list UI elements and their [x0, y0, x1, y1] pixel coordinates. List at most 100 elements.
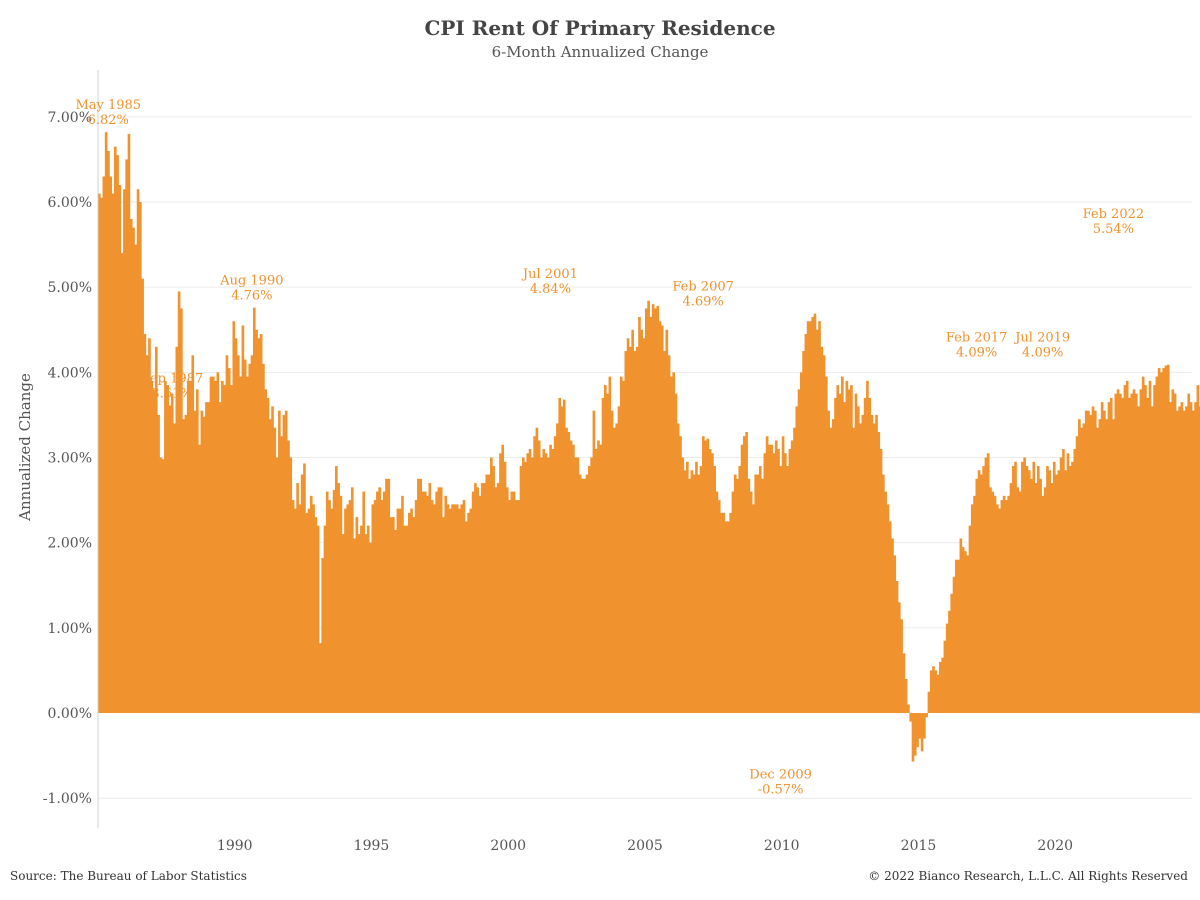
- bar: [733, 474, 737, 714]
- bar: [284, 410, 288, 714]
- bar: [872, 423, 876, 714]
- bar: [1043, 487, 1047, 714]
- bar: [419, 478, 422, 714]
- bar: [116, 155, 119, 714]
- bar: [629, 346, 632, 714]
- bar: [111, 193, 115, 714]
- bar: [307, 508, 311, 714]
- bar: [512, 491, 516, 714]
- bar: [230, 385, 233, 714]
- annotation-date: Jul 2001: [521, 267, 578, 282]
- bar: [806, 321, 810, 714]
- bar: [544, 453, 548, 714]
- bar: [909, 713, 913, 722]
- bar: [209, 376, 213, 714]
- bar: [765, 436, 769, 714]
- bar: [392, 517, 395, 714]
- bar: [900, 619, 903, 714]
- bar: [1123, 385, 1127, 714]
- bar: [394, 529, 397, 714]
- x-tick-label: 2005: [627, 838, 663, 854]
- bar: [897, 602, 901, 714]
- bar: [255, 329, 258, 714]
- bar: [688, 478, 691, 714]
- bar: [189, 380, 192, 714]
- bar: [257, 338, 261, 714]
- bar: [177, 291, 181, 714]
- bar: [970, 504, 974, 714]
- bar: [998, 508, 1001, 714]
- bar: [797, 389, 801, 714]
- bar: [820, 346, 824, 714]
- bar: [645, 308, 648, 714]
- bar: [1071, 461, 1074, 714]
- bar: [376, 491, 379, 714]
- bar: [770, 444, 773, 714]
- bar: [1185, 406, 1188, 714]
- bar: [467, 512, 470, 714]
- axes: 7.00% 6.00% 5.00% 4.00% 3.00% 2.00% 1.00% 0.00%…: [43, 70, 1200, 854]
- bar: [382, 491, 386, 714]
- bar: [608, 376, 612, 714]
- bar: [362, 491, 366, 714]
- bar: [793, 427, 796, 714]
- bar: [480, 483, 484, 714]
- bar: [321, 558, 324, 714]
- bar: [991, 491, 995, 714]
- bar: [717, 500, 721, 714]
- bar: [519, 466, 523, 714]
- bar: [150, 380, 154, 714]
- bar: [335, 466, 338, 714]
- bar: [490, 457, 493, 714]
- bar: [989, 487, 992, 714]
- bar: [207, 402, 211, 714]
- bar: [109, 176, 113, 714]
- bar: [250, 355, 254, 714]
- bar: [325, 491, 329, 714]
- bar: [423, 491, 427, 714]
- bar: [526, 453, 530, 714]
- bar: [1025, 466, 1029, 714]
- bar: [312, 504, 315, 714]
- bar: [959, 538, 963, 714]
- bar: [259, 334, 263, 714]
- source-note: Source: The Bureau of Labor Statistics: [10, 869, 247, 883]
- bar: [533, 436, 536, 714]
- bar: [781, 436, 785, 714]
- bar: [107, 150, 110, 714]
- bar: [861, 414, 865, 714]
- bar: [813, 313, 817, 714]
- bar: [1075, 436, 1079, 714]
- bar: [749, 491, 753, 714]
- annotation-date: Feb 2007: [672, 280, 734, 295]
- bar: [118, 184, 122, 714]
- bar: [831, 419, 835, 714]
- bar: [763, 453, 767, 714]
- bar: [560, 406, 564, 714]
- bar: [615, 423, 618, 714]
- bar: [984, 457, 988, 714]
- bar: [845, 380, 849, 714]
- bar: [754, 474, 758, 714]
- bar: [252, 307, 256, 714]
- bar: [802, 351, 805, 714]
- bar: [537, 440, 541, 714]
- bar: [1055, 474, 1058, 714]
- bar: [1139, 389, 1143, 714]
- bar: [531, 457, 534, 714]
- bar: [474, 483, 477, 714]
- bar: [344, 508, 347, 714]
- bar: [1164, 365, 1168, 714]
- bar: [1027, 470, 1031, 714]
- bar: [836, 385, 840, 714]
- bar: [166, 385, 170, 714]
- bar: [275, 457, 279, 714]
- bar: [319, 643, 322, 714]
- y-tick-label: 2.00%: [48, 536, 92, 552]
- bar: [346, 504, 350, 714]
- bar: [1182, 410, 1186, 714]
- bar: [1105, 419, 1109, 714]
- bar: [583, 478, 587, 714]
- bar: [895, 581, 899, 714]
- bar: [838, 393, 842, 714]
